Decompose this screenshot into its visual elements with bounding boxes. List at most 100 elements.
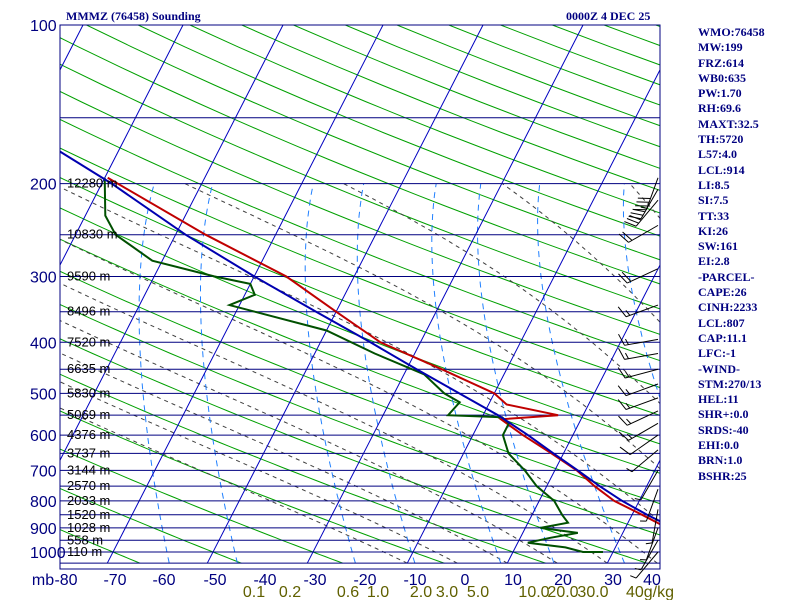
mixing-ratio-label: 0.6 [337,584,359,600]
index-item: SRDS:-40 [698,422,749,437]
isotherm [60,25,284,462]
wind-barb [617,397,659,410]
mixing-ratio-label: 5.0 [467,584,489,600]
index-item: TT:33 [698,208,730,223]
index-item: LFC:-1 [698,346,736,361]
wind-barb [630,551,659,579]
wind-barb [618,347,659,360]
pressure-tick-label: 600 [30,428,57,445]
moist-adiabat [60,381,458,564]
mixing-ratio-label: 30.0 [577,584,608,600]
isotherm [506,263,660,564]
mixing-ratio-label: 0.1 [243,584,265,600]
temperature-tick-label: 30 [604,572,622,589]
mixing-ratio-unit: 40g/kg [626,584,674,600]
wind-barb [617,383,659,397]
dry-adiabat [0,25,39,563]
pressure-tick-label: 700 [30,463,57,480]
plot-frame [59,24,661,570]
height-label: 10830 m [67,227,118,242]
temperature-tick-label: -70 [103,572,126,589]
height-label: 110 m [67,544,102,559]
pressure-tick-label: 400 [30,335,57,352]
dewpoint-line [103,177,603,553]
temperature-tick-label: -40 [253,572,276,589]
chart-title: MMMZ (76458) Sounding [66,9,201,23]
mixing-ratio-line [356,183,416,564]
dry-adiabat [60,118,660,362]
temperature-tick-label: mb [32,572,54,589]
mixing-ratio-line [200,183,238,564]
wind-barb [618,410,659,426]
pressure-tick-label: 900 [30,521,57,538]
mixing-ratio-line [304,183,356,564]
mixing-ratio-label: 0.2 [279,584,301,600]
wind-barb [619,434,659,455]
wind-barb [640,489,659,522]
height-label: 3144 m [67,462,110,477]
wind-barb [626,449,659,473]
height-label: 9590 m [67,268,110,283]
wind-barb [617,304,659,318]
index-item: -WIND- [698,361,740,376]
isotherm [206,25,484,564]
index-item: HEL:11 [698,392,739,407]
moist-adiabat [60,319,558,564]
index-item: STM:270/13 [698,376,762,391]
wind-barb [618,224,659,243]
height-label: 558 m [67,532,103,547]
mixing-ratio-label: 20.0 [547,584,578,600]
height-label: 4376 m [67,427,110,442]
parcel-line [60,150,660,523]
chart-time: 0000Z 4 DEC 25 [566,9,651,23]
indices-panel: WMO:76458 MW:199 FRZ:614 WB0:635 PW:1.70 RH:6… [698,25,798,484]
temperature-tick-label: -80 [54,572,77,589]
dry-adiabat [60,338,648,564]
pressure-tick-label: 100 [30,18,57,35]
mixing-ratio-label: 3.0 [436,584,458,600]
temperature-tick-label: -20 [353,572,376,589]
moist-adiabat [60,186,660,523]
temperature-tick-label: 0 [461,572,470,589]
height-label: 12280 m [67,176,118,191]
wind-barbs [617,177,659,579]
index-item: CAP:11.1 [698,330,747,345]
dry-adiabat [60,487,242,564]
pressure-tick-label: 300 [30,269,57,286]
mixing-ratio-label: 2.0 [410,584,432,600]
index-item: WB0:635 [698,70,746,85]
pressure-tick-label: 800 [30,494,57,511]
wind-barb [618,268,659,284]
dry-adiabat [60,448,344,564]
temperature-tick-label: 10 [504,572,522,589]
isotherm [60,25,184,267]
index-item: LI:8.5 [698,177,730,192]
height-label: 5830 m [67,385,110,400]
temperature-tick-label: 40 [643,572,661,589]
dry-adiabat [60,147,660,389]
mixing-ratio-line [476,183,555,564]
height-label: 7520 m [67,334,110,349]
mixing-ratio-label: 10.0 [518,584,549,600]
index-item: EI:2.8 [698,254,730,269]
wind-barb [618,422,659,441]
index-item: TH:5720 [698,132,744,147]
index-item: -PARCEL- [698,269,755,284]
dry-adiabat [60,303,660,536]
temperature-tick-label: -60 [152,572,175,589]
dry-adiabat [60,90,660,335]
index-item: KI:26 [698,223,728,238]
index-item: L57:4.0 [698,147,737,162]
dry-adiabat [60,410,445,564]
mixing-ratio-line [138,183,170,564]
index-item: MW:199 [698,40,743,55]
index-item: BSHR:25 [698,468,747,483]
index-item: FRZ:614 [698,55,744,70]
height-label: 6635 m [67,361,110,376]
height-label: 5069 m [67,407,110,422]
height-label: 1520 m [67,507,110,522]
wind-barb [634,540,659,571]
temperature-tick-label: -10 [403,572,426,589]
index-item: SW:161 [698,239,739,254]
